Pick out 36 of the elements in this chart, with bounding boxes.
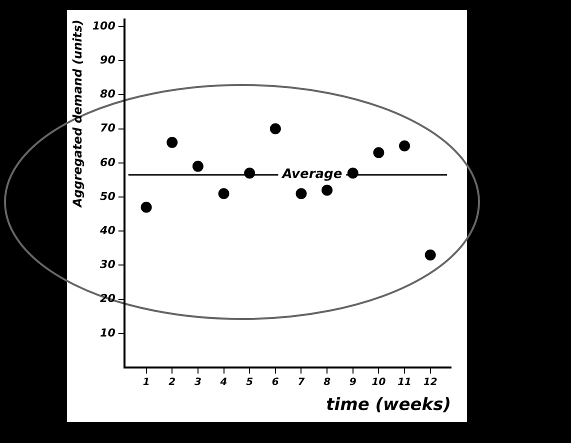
point <box>347 168 358 179</box>
y-axis-title: Aggregated demand (units) <box>70 20 84 208</box>
point <box>399 140 410 152</box>
x-tick-label: 4 <box>219 377 228 388</box>
y-tick-label: 90 <box>100 53 116 66</box>
point <box>192 160 204 172</box>
y-tick-label: 60 <box>100 156 116 169</box>
y-tick-label: 50 <box>100 190 116 203</box>
x-tick-label: 7 <box>298 377 305 388</box>
point <box>373 147 384 158</box>
ref-line-label: Average <box>281 167 342 182</box>
x-axis-title: time (weeks) <box>326 395 451 416</box>
y-tick-label: 80 <box>100 88 116 101</box>
x-tick-label: 8 <box>324 377 331 388</box>
y-tick-label: 30 <box>100 258 116 272</box>
y-tick-label: 70 <box>100 122 116 135</box>
y-tick-label: 10 <box>100 326 116 340</box>
x-tick-label: 5 <box>246 377 254 388</box>
x-tick-label: 2 <box>168 377 176 388</box>
x-tick-label: 11 <box>398 377 412 388</box>
point <box>244 168 256 179</box>
x-tick-label: 9 <box>349 377 356 388</box>
point <box>166 136 178 148</box>
x-tick-label: 6 <box>272 377 279 388</box>
x-tick-label: 1 <box>142 377 150 388</box>
y-tick-label: 100 <box>92 19 116 32</box>
point <box>322 184 333 196</box>
y-tick-label: 40 <box>99 224 116 237</box>
point <box>296 188 307 200</box>
x-tick-label: 12 <box>423 377 438 388</box>
point <box>218 188 230 200</box>
point <box>424 250 436 261</box>
point <box>140 202 152 213</box>
x-tick-label: 10 <box>372 377 386 388</box>
point <box>270 123 281 134</box>
x-tick-label: 3 <box>194 377 202 388</box>
